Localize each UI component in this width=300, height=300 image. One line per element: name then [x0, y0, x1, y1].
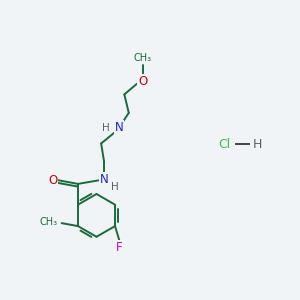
Text: H: H: [111, 182, 119, 192]
Text: F: F: [116, 241, 123, 254]
Text: H: H: [252, 138, 262, 151]
Text: Cl: Cl: [218, 138, 230, 151]
Text: O: O: [48, 174, 57, 187]
Text: N: N: [100, 172, 109, 186]
Text: CH₃: CH₃: [134, 53, 152, 63]
Text: CH₃: CH₃: [40, 217, 58, 226]
Text: N: N: [115, 121, 123, 134]
Text: H: H: [102, 123, 110, 133]
Text: O: O: [138, 75, 148, 88]
